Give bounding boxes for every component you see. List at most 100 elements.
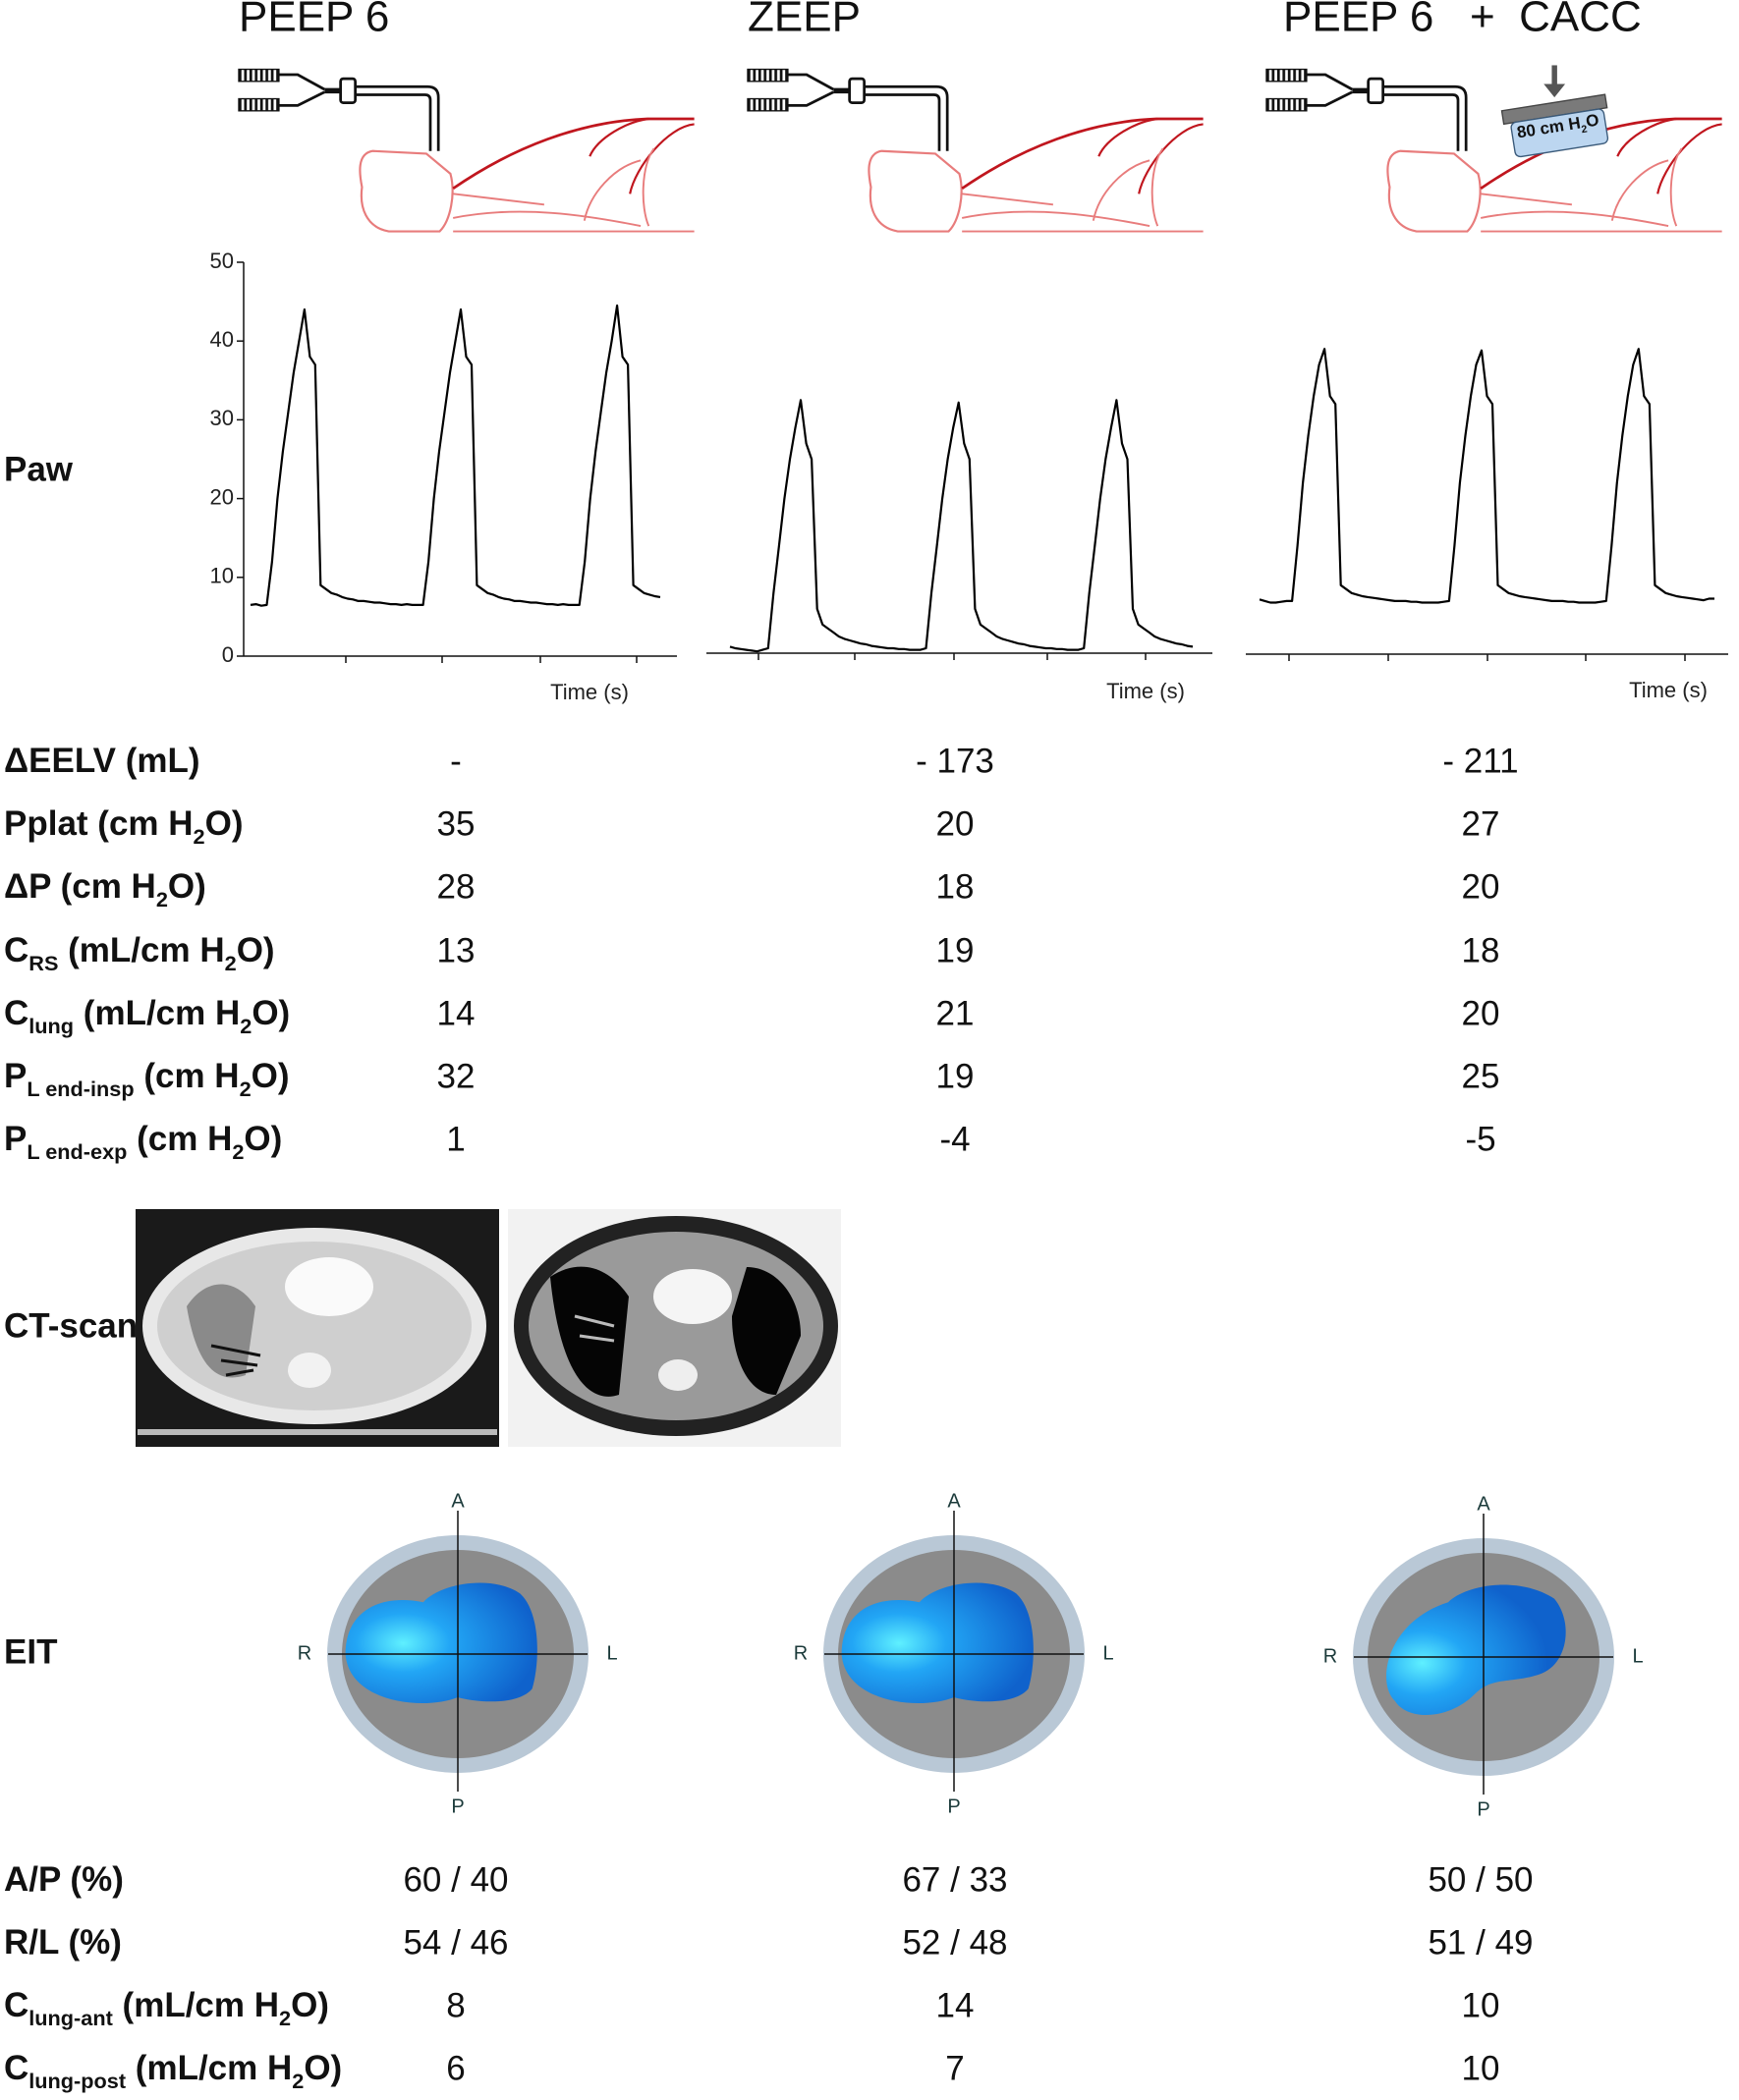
row-label: Paw bbox=[4, 450, 74, 488]
cell-value: 21 bbox=[936, 994, 975, 1032]
cell-value: - 173 bbox=[916, 742, 994, 780]
y-tick-label: 50 bbox=[210, 249, 234, 273]
label-part: P bbox=[4, 1057, 27, 1095]
x-axis-label: Time (s) bbox=[1106, 679, 1185, 703]
label-part: C bbox=[4, 994, 28, 1032]
label-part: lung-post bbox=[28, 2069, 126, 2093]
cell-value: 67 / 33 bbox=[902, 1860, 1007, 1899]
orientation-label: R bbox=[1323, 1645, 1337, 1667]
label-part: lung-ant bbox=[28, 2006, 113, 2030]
label-part: L end-exp bbox=[27, 1139, 127, 1164]
label-part: C bbox=[4, 2049, 28, 2087]
cell-value: 14 bbox=[437, 994, 476, 1032]
label-part: (mL/cm H bbox=[58, 931, 224, 969]
cell-value: 35 bbox=[437, 804, 476, 843]
label-part: 2 bbox=[1581, 123, 1589, 136]
label-part: 2 bbox=[232, 1139, 244, 1164]
row-label: CRS (mL/cm H2O) bbox=[4, 931, 275, 975]
cell-value: 19 bbox=[936, 931, 975, 969]
cell-value: 52 / 48 bbox=[902, 1923, 1007, 1962]
cell-value: 14 bbox=[936, 1986, 975, 2024]
cell-value: 1 bbox=[446, 1120, 465, 1158]
y-tick-label: 40 bbox=[210, 327, 234, 352]
label-part: O) bbox=[237, 931, 275, 969]
label-part: 2 bbox=[156, 887, 168, 912]
ct-image bbox=[508, 1209, 841, 1447]
label-part: C bbox=[4, 1986, 28, 2024]
label-part: O) bbox=[291, 1986, 329, 2024]
label-part: ΔP (cm H bbox=[4, 867, 156, 906]
label-part: O) bbox=[168, 867, 206, 906]
orientation-label: R bbox=[794, 1642, 808, 1664]
cell-value: 20 bbox=[1462, 994, 1500, 1032]
label-part: O bbox=[1585, 111, 1600, 132]
cell-value: 50 / 50 bbox=[1428, 1860, 1533, 1899]
cell-value: -4 bbox=[939, 1120, 970, 1158]
cell-value: 32 bbox=[437, 1057, 476, 1095]
cell-value: 19 bbox=[936, 1057, 975, 1095]
cell-value: 13 bbox=[437, 931, 476, 969]
label-part: 2 bbox=[279, 2006, 291, 2030]
row-label: Clung (mL/cm H2O) bbox=[4, 994, 290, 1038]
cell-value: 27 bbox=[1462, 804, 1500, 843]
x-axis-label: Time (s) bbox=[1629, 678, 1708, 702]
ventilator-diagram bbox=[748, 70, 1204, 232]
orientation-label: A bbox=[947, 1490, 961, 1512]
column-header: PEEP 6 bbox=[239, 0, 389, 41]
label-part: 2 bbox=[225, 951, 237, 975]
label-part: O) bbox=[205, 804, 244, 843]
row-label: CT-scan bbox=[4, 1306, 138, 1345]
cell-value: -5 bbox=[1465, 1120, 1495, 1158]
pressure-trace bbox=[729, 399, 1194, 653]
label-part: lung bbox=[28, 1014, 74, 1038]
label-part: (cm H bbox=[135, 1057, 240, 1095]
orientation-label: A bbox=[1477, 1493, 1490, 1515]
label-part: RS bbox=[28, 951, 58, 975]
label-part: ΔEELV (mL) bbox=[4, 742, 200, 780]
label-part: O) bbox=[304, 2049, 342, 2087]
row-label: Clung-ant (mL/cm H2O) bbox=[4, 1986, 329, 2030]
orientation-label: P bbox=[1477, 1798, 1489, 1820]
cell-value: - bbox=[450, 742, 462, 780]
cell-value: 7 bbox=[945, 2049, 964, 2087]
ventilator-diagram bbox=[1266, 65, 1722, 231]
y-tick-label: 20 bbox=[210, 484, 234, 509]
cell-value: 51 / 49 bbox=[1428, 1923, 1533, 1962]
row-label: ΔEELV (mL) bbox=[4, 742, 200, 780]
label-part: (mL/cm H bbox=[113, 1986, 279, 2024]
orientation-label: L bbox=[1102, 1642, 1113, 1664]
label-part: 2 bbox=[240, 1014, 252, 1038]
cell-value: 8 bbox=[446, 1986, 465, 2024]
label-part: O) bbox=[244, 1120, 282, 1158]
label-part: 2 bbox=[292, 2069, 304, 2093]
label-part: L end-insp bbox=[27, 1077, 134, 1101]
label-part: P bbox=[4, 1120, 27, 1158]
y-tick-label: 30 bbox=[210, 406, 234, 430]
pressure-trace bbox=[1259, 348, 1714, 604]
row-label: Pplat (cm H2O) bbox=[4, 804, 244, 849]
row-label: PL end-exp (cm H2O) bbox=[4, 1120, 282, 1164]
column-header: ZEEP bbox=[748, 0, 861, 41]
row-label: EIT bbox=[4, 1632, 57, 1671]
cell-value: 20 bbox=[1462, 867, 1500, 906]
ct-image bbox=[136, 1209, 499, 1447]
orientation-label: L bbox=[1632, 1645, 1643, 1667]
label-part: R/L (%) bbox=[4, 1923, 122, 1962]
y-tick-label: 0 bbox=[222, 642, 234, 667]
y-tick-label: 10 bbox=[210, 564, 234, 588]
pressure-trace bbox=[250, 304, 661, 607]
orientation-label: L bbox=[606, 1642, 617, 1664]
eit-image bbox=[327, 1510, 589, 1793]
cell-value: 60 / 40 bbox=[403, 1860, 508, 1899]
orientation-label: A bbox=[451, 1490, 465, 1512]
ventilator-diagram bbox=[239, 70, 695, 232]
label-part: Pplat (cm H bbox=[4, 804, 194, 843]
row-label: Clung-post (mL/cm H2O) bbox=[4, 2049, 342, 2093]
eit-image bbox=[823, 1510, 1085, 1793]
label-part: (cm H bbox=[127, 1120, 232, 1158]
cell-value: 28 bbox=[437, 867, 476, 906]
orientation-label: P bbox=[451, 1796, 464, 1817]
cell-value: 18 bbox=[1462, 931, 1500, 969]
cell-value: 54 / 46 bbox=[403, 1923, 508, 1962]
